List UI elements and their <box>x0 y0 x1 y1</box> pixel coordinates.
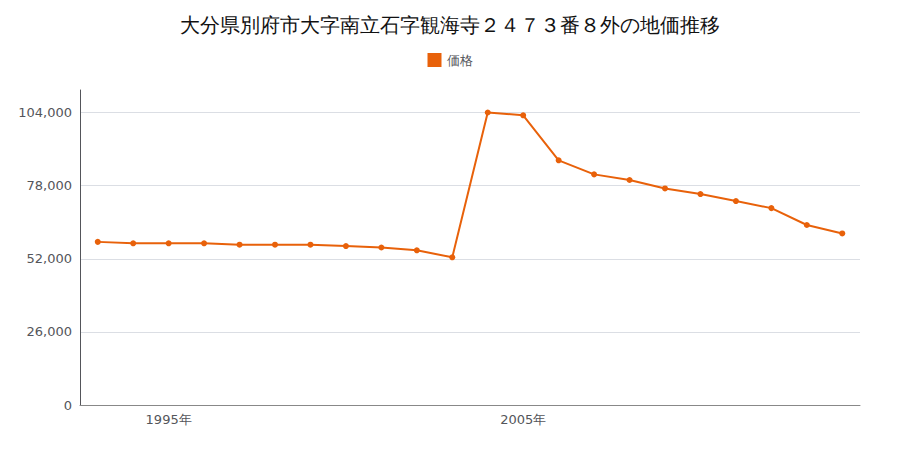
svg-text:2005年: 2005年 <box>500 412 546 427</box>
svg-text:78,000: 78,000 <box>27 178 73 193</box>
svg-text:26,000: 26,000 <box>27 324 73 339</box>
svg-text:価格: 価格 <box>447 53 473 68</box>
svg-text:1995年: 1995年 <box>146 412 192 427</box>
svg-text:104,000: 104,000 <box>18 105 72 120</box>
svg-text:大分県別府市大字南立石字観海寺２４７３番８外の地価推移: 大分県別府市大字南立石字観海寺２４７３番８外の地価推移 <box>180 13 720 37</box>
svg-text:52,000: 52,000 <box>27 251 73 266</box>
svg-text:0: 0 <box>64 398 72 413</box>
